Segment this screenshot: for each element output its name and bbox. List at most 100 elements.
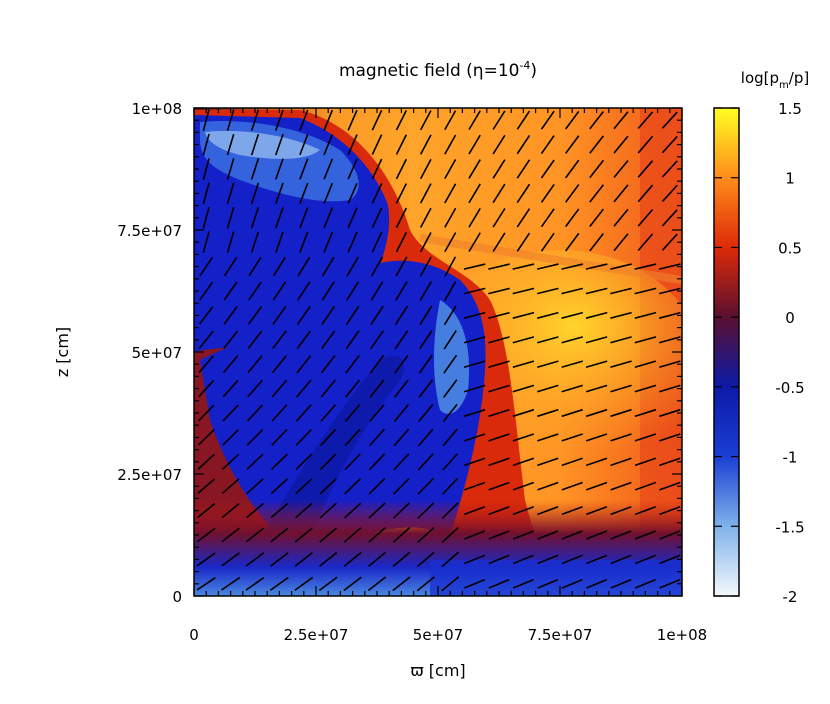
field-arrow (345, 379, 361, 398)
field-arrow (321, 281, 335, 301)
field-arrow (343, 551, 362, 567)
field-arrow (444, 183, 457, 204)
field-arrow (561, 408, 583, 418)
colorbar-label: log[pm/p] (741, 69, 809, 91)
field-arrow (294, 527, 313, 543)
field-arrow (296, 305, 311, 325)
field-arrow (226, 109, 235, 131)
field-arrow (444, 110, 457, 131)
field-arrow (296, 355, 312, 374)
field-arrow (658, 263, 681, 270)
field-arrow (323, 231, 334, 253)
field-arrow (246, 404, 264, 422)
field-arrow (417, 477, 435, 495)
field-arrow (246, 502, 264, 519)
field-arrow (299, 158, 309, 180)
field-arrow (444, 134, 457, 155)
field-arrow (392, 551, 411, 568)
field-arrow (585, 360, 608, 369)
field-arrow (536, 263, 559, 270)
field-arrow (661, 111, 678, 129)
x-tick-label: 0 (189, 626, 199, 644)
x-axis-label: ϖ [cm] (410, 661, 465, 680)
field-arrow (463, 311, 486, 319)
field-arrow (417, 453, 434, 471)
y-tick-label: 1e+08 (132, 100, 182, 118)
field-arrow (323, 207, 334, 229)
field-arrow (634, 506, 656, 516)
field-arrow (275, 133, 284, 156)
field-arrow (488, 408, 510, 418)
field-arrow (634, 336, 657, 344)
field-arrow (245, 527, 265, 543)
field-arrow (516, 159, 531, 179)
colorbar-tick-label: 1.5 (778, 100, 802, 118)
field-arrow (488, 433, 510, 442)
field-arrow (634, 530, 656, 540)
field-arrow (512, 408, 535, 418)
field-arrow (221, 552, 240, 567)
field-arrow (419, 305, 433, 326)
y-tick-label: 0 (172, 588, 182, 606)
field-arrow (392, 502, 410, 519)
field-arrow (297, 281, 311, 301)
field-arrow (516, 208, 531, 228)
field-arrow (419, 330, 433, 350)
field-arrow (198, 379, 215, 398)
field-arrow (658, 311, 681, 319)
field-arrow (272, 256, 286, 277)
field-arrow (585, 457, 608, 467)
field-arrow (512, 578, 534, 589)
field-arrow (464, 530, 486, 540)
field-arrow (222, 379, 239, 398)
title-exponent: -4 (519, 59, 530, 72)
field-arrow (369, 404, 385, 422)
field-arrow (271, 379, 288, 398)
field-arrow (416, 576, 435, 592)
field-arrow (320, 404, 337, 422)
field-arrow (488, 481, 510, 491)
field-arrow (319, 453, 337, 471)
field-arrow (246, 429, 264, 446)
field-arrow (610, 336, 632, 344)
field-arrow (540, 208, 555, 228)
field-arrow (463, 287, 486, 295)
field-arrow (371, 134, 383, 155)
field-arrow (247, 330, 263, 349)
field-arrow (222, 453, 240, 470)
field-arrow (637, 111, 654, 130)
field-arrow (370, 281, 384, 301)
field-arrow (512, 384, 535, 393)
field-arrow (492, 110, 506, 130)
field-arrow (659, 554, 681, 565)
field-arrow (512, 263, 535, 270)
field-arrow (561, 336, 584, 344)
field-arrow (565, 110, 580, 130)
field-arrow (610, 578, 632, 589)
y-tick-labels: 0 2.5e+07 5e+07 7.5e+07 1e+08 (117, 100, 182, 606)
field-arrow (512, 433, 535, 442)
field-arrow (202, 182, 210, 205)
field-arrow (610, 530, 632, 540)
field-arrow (585, 336, 608, 344)
field-arrow (561, 457, 583, 467)
field-arrow (561, 530, 583, 540)
field-arrow (442, 477, 459, 495)
field-arrow (516, 232, 531, 252)
field-arrow (610, 384, 632, 393)
field-arrow (417, 526, 435, 544)
field-arrow (443, 305, 457, 326)
field-arrow (585, 263, 608, 270)
field-arrow (586, 554, 608, 565)
field-arrow (272, 281, 287, 301)
field-arrow (585, 408, 608, 418)
field-arrow (537, 530, 559, 540)
field-arrow (540, 183, 555, 203)
field-arrow (419, 183, 432, 204)
field-arrow (418, 354, 433, 374)
field-arrow (226, 133, 235, 156)
field-arrow (492, 134, 506, 155)
field-arrow (395, 256, 408, 277)
field-arrow (395, 281, 408, 301)
field-arrow (512, 554, 534, 565)
